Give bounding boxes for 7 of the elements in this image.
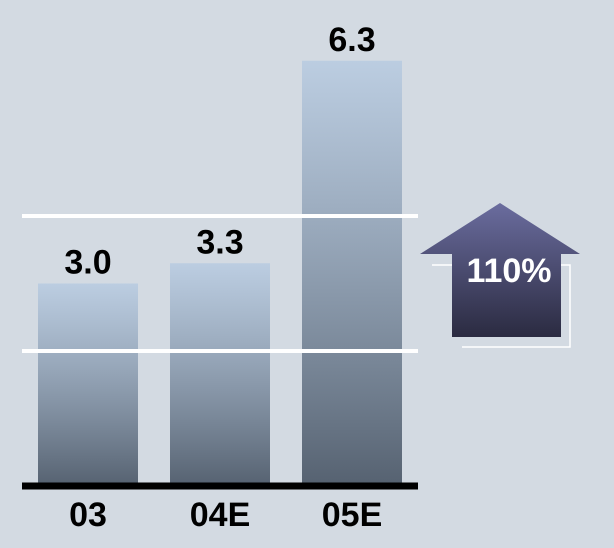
- data-label: 3.3: [196, 223, 244, 262]
- data-label: 6.3: [328, 20, 376, 59]
- x-tick-label: 04E: [190, 496, 250, 534]
- x-tick-label: 05E: [322, 496, 382, 534]
- x-tick-label: 03: [69, 496, 107, 534]
- text: 110%: [465, 252, 553, 291]
- data-label: 3.0: [64, 244, 112, 282]
